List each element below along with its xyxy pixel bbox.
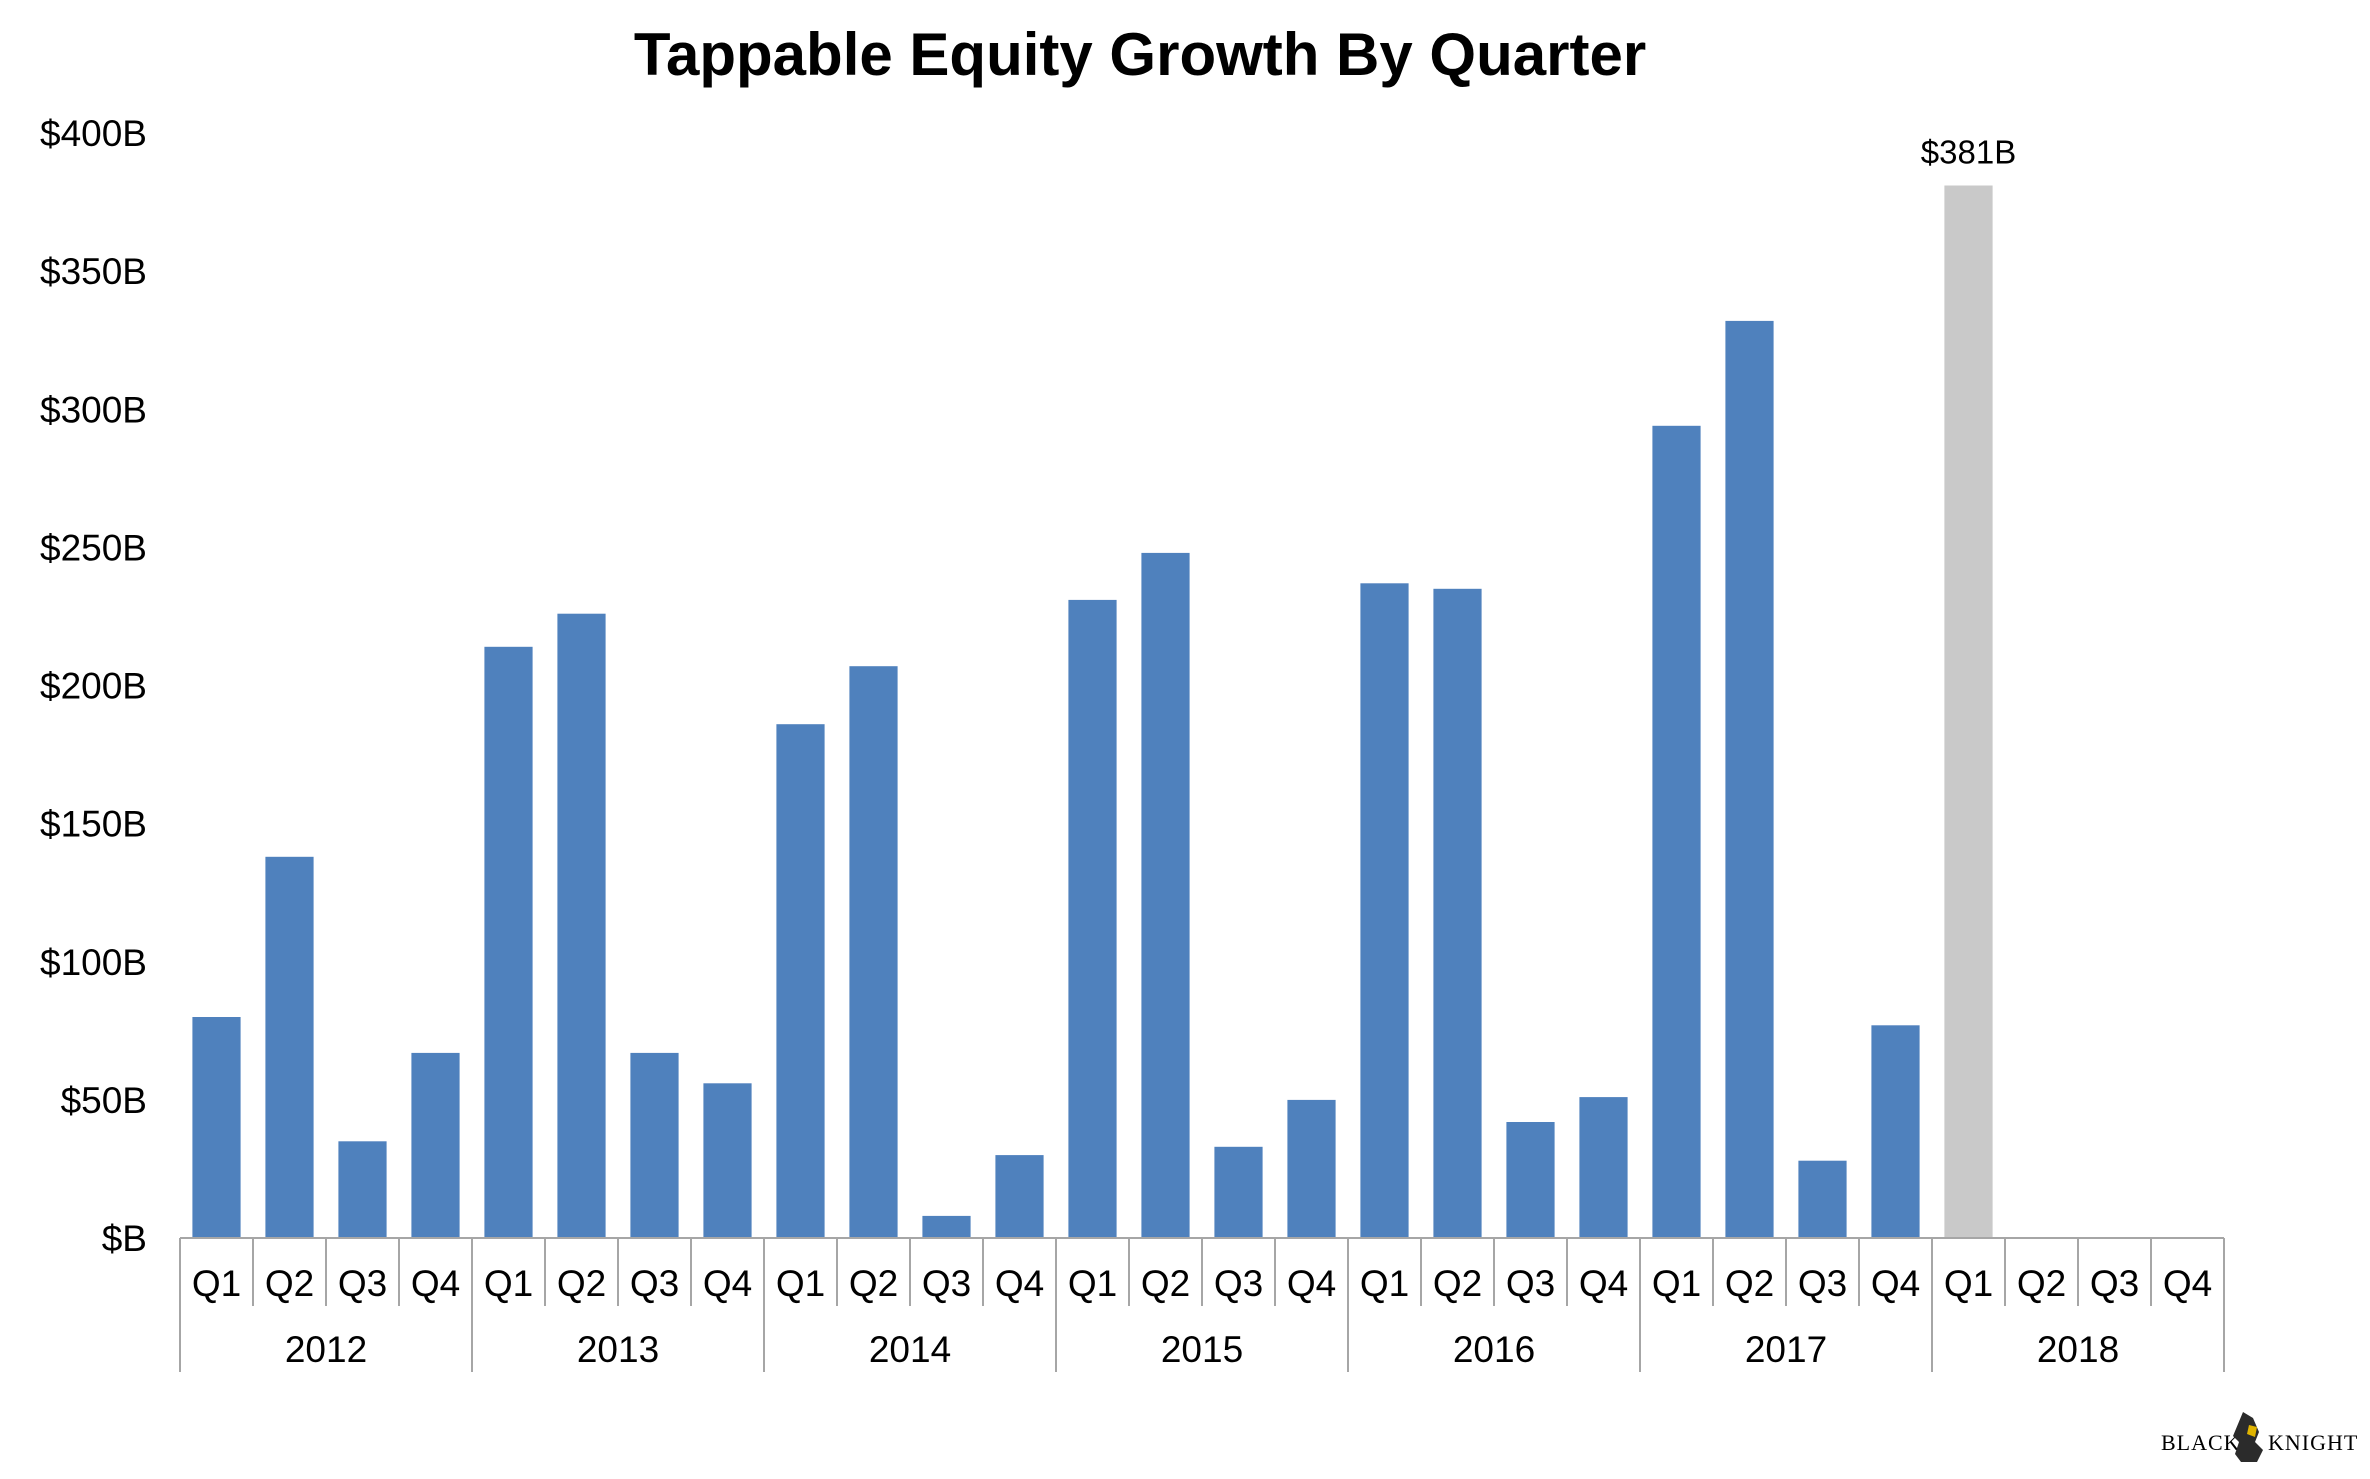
quarter-label: Q2: [2017, 1263, 2066, 1304]
bar: [1798, 1160, 1847, 1238]
quarter-label: Q3: [1214, 1263, 1263, 1304]
bar: [1214, 1146, 1263, 1238]
quarter-label: Q1: [1068, 1263, 1117, 1304]
bar: [265, 856, 314, 1238]
logo-text-left: BLACK: [2161, 1430, 2241, 1455]
quarter-label: Q1: [1652, 1263, 1701, 1304]
quarter-label: Q1: [484, 1263, 533, 1304]
quarter-label: Q4: [1287, 1263, 1336, 1304]
bar: [1433, 588, 1482, 1238]
year-label: 2016: [1453, 1329, 1535, 1370]
bar-highlight: [1944, 185, 1993, 1238]
quarter-label: Q4: [2163, 1263, 2212, 1304]
quarter-label: Q1: [1944, 1263, 1993, 1304]
bar: [995, 1155, 1044, 1238]
y-tick-label: $200B: [40, 666, 147, 707]
quarter-label: Q2: [1433, 1263, 1482, 1304]
quarter-label: Q2: [1141, 1263, 1190, 1304]
bar: [411, 1052, 460, 1238]
quarter-label: Q4: [1579, 1263, 1628, 1304]
bars: $381B: [192, 133, 2016, 1238]
year-label: 2014: [869, 1329, 951, 1370]
bar: [630, 1052, 679, 1238]
bar: [338, 1141, 387, 1238]
bar: [1068, 599, 1117, 1238]
logo-text-right: KNIGHT: [2268, 1430, 2358, 1455]
bar: [1652, 425, 1701, 1238]
chart-title: Tappable Equity Growth By Quarter: [634, 21, 1646, 88]
y-tick-label: $100B: [40, 942, 147, 983]
quarter-label: Q3: [338, 1263, 387, 1304]
quarter-label: Q3: [922, 1263, 971, 1304]
quarter-label: Q2: [849, 1263, 898, 1304]
x-axis: Q1 Q2 Q3 Q4 Q1 Q2 Q3 Q4 Q1 Q2 Q3 Q4 Q1 Q2 Q3 Q4 Q1 Q2 Q3 Q4…: [179, 1237, 2225, 1372]
bar: [1360, 583, 1409, 1238]
quarter-label: Q3: [1506, 1263, 1555, 1304]
bar: [922, 1215, 971, 1238]
bar: [192, 1017, 241, 1238]
quarter-label: Q2: [1725, 1263, 1774, 1304]
bar: [849, 666, 898, 1238]
quarter-label: Q2: [557, 1263, 606, 1304]
year-label: 2015: [1161, 1329, 1243, 1370]
year-label: 2012: [285, 1329, 367, 1370]
quarter-label: Q2: [265, 1263, 314, 1304]
bar: [1287, 1099, 1336, 1238]
y-tick-label: $50B: [61, 1080, 147, 1121]
bar: [703, 1083, 752, 1238]
bar: [1725, 320, 1774, 1238]
quarter-label: Q4: [995, 1263, 1044, 1304]
black-knight-logo: BLACK KNIGHT: [2161, 1412, 2358, 1462]
quarter-label: Q1: [192, 1263, 241, 1304]
bar: [1871, 1025, 1920, 1238]
bar: [1141, 552, 1190, 1238]
bar: [557, 613, 606, 1238]
quarter-label: Q3: [630, 1263, 679, 1304]
quarter-label: Q3: [2090, 1263, 2139, 1304]
bar-data-label: $381B: [1921, 133, 2016, 170]
year-label: 2017: [1745, 1329, 1827, 1370]
y-tick-label: $400B: [40, 113, 147, 154]
quarter-label: Q1: [776, 1263, 825, 1304]
bar: [776, 724, 825, 1238]
y-tick-label: $350B: [40, 251, 147, 292]
y-axis: $B $50B $100B $150B $200B $250B $300B $350B $400…: [40, 113, 147, 1259]
y-tick-label: $B: [102, 1218, 147, 1259]
bar: [1506, 1122, 1555, 1238]
y-tick-label: $250B: [40, 527, 147, 568]
year-label: 2018: [2037, 1329, 2119, 1370]
year-label: 2013: [577, 1329, 659, 1370]
quarter-label: Q4: [411, 1263, 460, 1304]
bar: [484, 646, 533, 1238]
y-tick-label: $300B: [40, 389, 147, 430]
knight-icon: [2233, 1412, 2263, 1462]
bar: [1579, 1097, 1628, 1238]
quarter-label: Q4: [703, 1263, 752, 1304]
quarter-label: Q4: [1871, 1263, 1920, 1304]
y-tick-label: $150B: [40, 804, 147, 845]
quarter-label: Q3: [1798, 1263, 1847, 1304]
quarter-label: Q1: [1360, 1263, 1409, 1304]
